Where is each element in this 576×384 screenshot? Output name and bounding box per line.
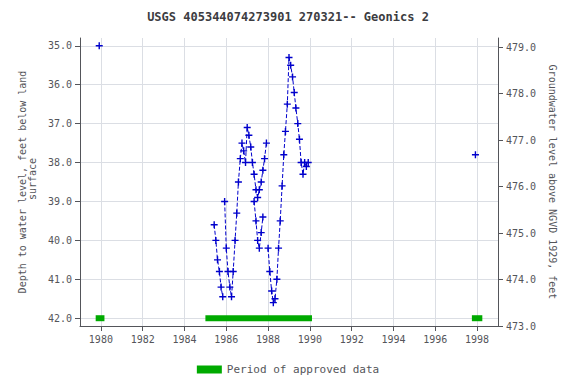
svg-text:478.0: 478.0 — [506, 88, 536, 99]
svg-text:37.0: 37.0 — [48, 118, 72, 129]
svg-text:38.0: 38.0 — [48, 157, 72, 168]
svg-text:1988: 1988 — [256, 334, 280, 345]
svg-text:Period of approved data: Period of approved data — [227, 363, 379, 376]
svg-text:1982: 1982 — [131, 334, 155, 345]
svg-text:1992: 1992 — [340, 334, 364, 345]
svg-text:41.0: 41.0 — [48, 274, 72, 285]
svg-text:1980: 1980 — [89, 334, 113, 345]
svg-text:USGS 405344074273901 270321--: USGS 405344074273901 270321-- Geonics 2 — [147, 10, 429, 24]
svg-text:477.0: 477.0 — [506, 135, 536, 146]
svg-text:474.0: 474.0 — [506, 274, 536, 285]
svg-text:40.0: 40.0 — [48, 235, 72, 246]
svg-text:479.0: 479.0 — [506, 42, 536, 53]
svg-text:36.0: 36.0 — [48, 79, 72, 90]
svg-text:1986: 1986 — [214, 334, 238, 345]
svg-text:473.0: 473.0 — [506, 321, 536, 332]
svg-text:Depth to water level, feet bel: Depth to water level, feet below land — [16, 70, 28, 294]
svg-text:475.0: 475.0 — [506, 228, 536, 239]
svg-text:1996: 1996 — [423, 334, 447, 345]
svg-text:1998: 1998 — [465, 334, 489, 345]
svg-text:42.0: 42.0 — [48, 313, 72, 324]
svg-text:39.0: 39.0 — [48, 196, 72, 207]
svg-text:Groundwater level above NGVD 1: Groundwater level above NGVD 1929, feet — [547, 65, 558, 300]
svg-text:surface: surface — [27, 158, 38, 206]
svg-text:1994: 1994 — [381, 334, 405, 345]
svg-text:476.0: 476.0 — [506, 181, 536, 192]
svg-text:1984: 1984 — [172, 334, 196, 345]
svg-text:1990: 1990 — [298, 334, 322, 345]
svg-text:35.0: 35.0 — [48, 40, 72, 51]
